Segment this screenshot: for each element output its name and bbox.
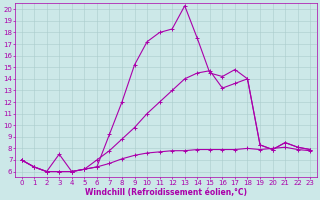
X-axis label: Windchill (Refroidissement éolien,°C): Windchill (Refroidissement éolien,°C) [85, 188, 247, 197]
